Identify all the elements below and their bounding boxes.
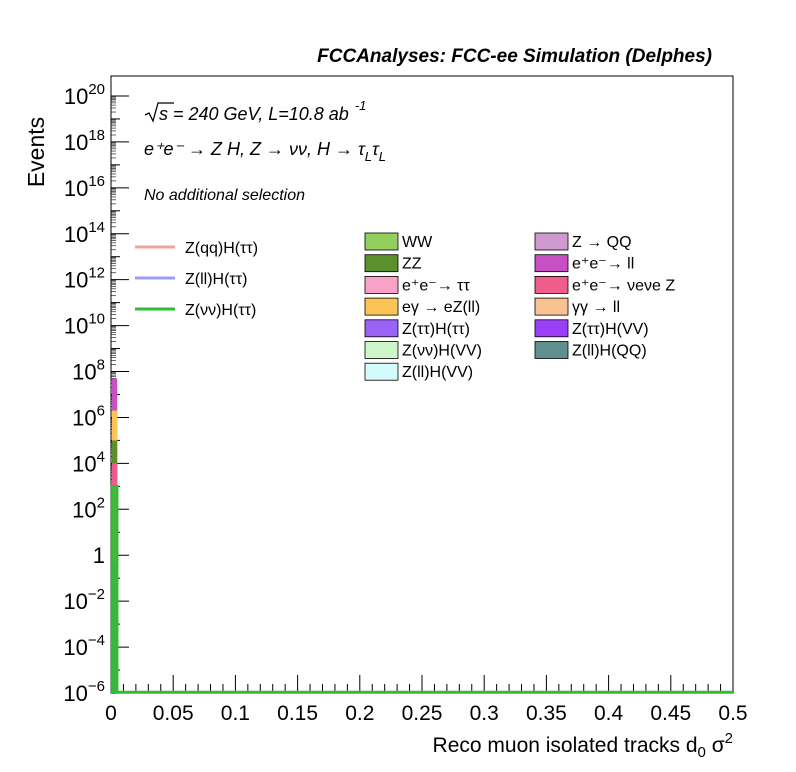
svg-text:s = 240 GeV, L=10.8 ab-1: s = 240 GeV, L=10.8 ab -1 [159, 98, 366, 124]
legend-label: WW [402, 234, 433, 251]
y-tick-label: 1020 [64, 81, 105, 109]
legend-line-label: Z(qq)H(ττ) [185, 240, 258, 257]
selection-annotation: No additional selection [144, 187, 305, 204]
x-tick-label: 0.45 [650, 702, 691, 725]
legend-label: γγ → ll [572, 299, 620, 316]
y-tick-label: 10−6 [63, 678, 105, 706]
y-tick-label: 108 [72, 357, 105, 385]
legend-label: e⁺e⁻→ ll [572, 256, 634, 273]
y-tick-label: 102 [72, 494, 105, 522]
y-tick-label: 1012 [64, 265, 105, 293]
legend-swatch [534, 275, 569, 294]
legend-label: e⁺e⁻→ ττ [402, 277, 470, 294]
legend-label: eγ → eZ(ll) [402, 299, 480, 316]
signal-fill [114, 488, 116, 693]
legend-swatch [364, 362, 399, 381]
legend-swatch [364, 254, 399, 273]
x-axis-label: Reco muon isolated tracks d0 σ2 [433, 730, 733, 761]
energy-annotation: s = 240 GeV, L=10.8 ab -1 [144, 98, 366, 124]
y-tick-label: 10−4 [63, 632, 105, 660]
y-axis-label: Events [23, 117, 49, 187]
legend-swatch [534, 319, 569, 338]
legend-line-label: Z(ll)H(ττ) [185, 271, 247, 288]
x-tick-label: 0.15 [277, 702, 318, 725]
legend-swatch [534, 232, 569, 251]
y-tick-label: 1018 [64, 127, 105, 155]
y-tick-labels: 1020 1018 1016 1014 1012 1010 108 106 104 102 1 10−… [63, 81, 105, 706]
y-tick-label: 104 [72, 448, 105, 476]
legend-swatch [364, 341, 399, 359]
sqrt-symbol [144, 102, 174, 123]
x-tick-labels: 0 0.05 0.1 0.15 0.2 0.25 0.3 0.35 0.4 0.45 0.5 [105, 702, 747, 725]
plot-frame [110, 75, 734, 694]
header-title: FCCAnalyses: FCC-ee Simulation (Delphes) [317, 46, 712, 67]
x-tick-label: 0.5 [718, 702, 747, 725]
x-tick-label: 0.3 [470, 702, 499, 725]
legend-label: Z(ττ)H(VV) [572, 321, 649, 338]
x-tick-label: 0.4 [594, 702, 624, 725]
y-tick-label: 106 [72, 402, 105, 430]
y-tick-label: 1016 [64, 173, 105, 201]
x-tick-label: 0 [105, 702, 117, 725]
legend-label: Z(ττ)H(ττ) [402, 321, 470, 338]
legend-label: Z → QQ [572, 234, 632, 251]
legend-swatch [364, 275, 399, 294]
legend-swatch [534, 341, 569, 359]
legend-swatch [534, 297, 569, 316]
process-annotation: e⁺e⁻ → Z H, Z → νν, H → τLτL [144, 139, 386, 164]
legend-swatch [534, 254, 569, 273]
x-tick-label: 0.35 [526, 702, 567, 725]
legend-swatch [364, 232, 399, 251]
signal-lines [110, 485, 733, 694]
legend-label: e⁺e⁻→ νeνe Z [572, 277, 675, 294]
legend-line-label: Z(νν)H(ττ) [185, 302, 256, 319]
legend-label: Z(νν)H(VV) [402, 343, 482, 360]
axis-ticks [110, 95, 734, 694]
legend: Z(qq)H(ττ) Z(ll)H(ττ) Z(νν)H(ττ) WW ZZ e⁺e⁻→ … [135, 232, 675, 381]
legend-label: Z(ll)H(QQ) [572, 343, 647, 360]
y-tick-label: 1 [93, 543, 105, 568]
y-tick-label: 10−2 [63, 586, 105, 614]
x-tick-label: 0.1 [221, 702, 250, 725]
x-tick-label: 0.25 [402, 702, 443, 725]
y-tick-label: 1014 [64, 219, 105, 247]
x-tick-label: 0.05 [153, 702, 194, 725]
legend-label: Z(ll)H(VV) [402, 364, 473, 381]
line-Z(νν)H(ττ) [110, 485, 733, 694]
x-tick-label: 0.2 [345, 702, 374, 725]
legend-swatch [364, 319, 399, 338]
y-tick-label: 1010 [64, 311, 105, 339]
legend-swatch [364, 297, 399, 316]
legend-label: ZZ [402, 256, 422, 273]
